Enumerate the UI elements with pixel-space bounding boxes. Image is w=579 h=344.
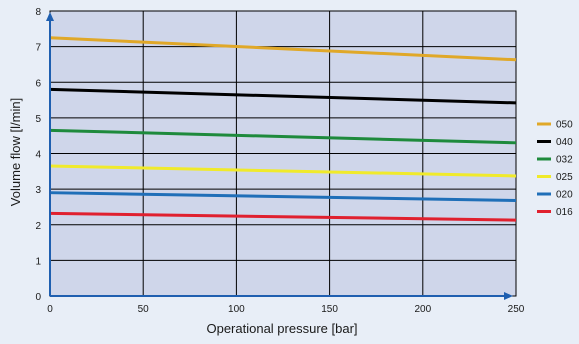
- legend-label-040: 040: [556, 137, 573, 148]
- series-line-020: [49, 191, 517, 203]
- x-tick-label: 0: [47, 304, 53, 315]
- x-axis-arrow: [504, 292, 513, 300]
- series-layer: [49, 36, 517, 222]
- series-line-025: [49, 164, 517, 178]
- x-tick-label: 150: [321, 304, 338, 315]
- y-axis-arrow: [46, 12, 54, 21]
- legend: 050 040 032 025 020 016: [537, 120, 573, 218]
- y-tick-label: 5: [35, 114, 41, 125]
- series-line-050: [49, 36, 517, 62]
- x-tick-label: 200: [414, 304, 431, 315]
- grid-lines: [50, 10, 517, 296]
- legend-label-032: 032: [556, 155, 573, 166]
- tick-labels: 0 50 100 150 200 250 0 1 2 3 4 5 6 7 8: [35, 7, 524, 315]
- x-tick-label: 50: [138, 304, 150, 315]
- series-line-032: [49, 128, 517, 145]
- y-tick-label: 1: [35, 256, 41, 267]
- y-tick-label: 7: [35, 43, 41, 54]
- legend-label-025: 025: [556, 172, 573, 183]
- legend-label-020: 020: [556, 190, 573, 201]
- y-tick-label: 0: [35, 292, 41, 303]
- x-tick-label: 100: [228, 304, 245, 315]
- axes: [46, 12, 513, 300]
- legend-label-050: 050: [556, 120, 573, 131]
- x-tick-label: 250: [508, 304, 525, 315]
- y-tick-label: 6: [35, 78, 41, 89]
- legend-label-016: 016: [556, 207, 573, 218]
- series-line-016: [49, 211, 517, 222]
- x-axis-title: Operational pressure [bar]: [206, 321, 357, 336]
- y-tick-label: 3: [35, 185, 41, 196]
- y-tick-label: 8: [35, 7, 41, 18]
- y-axis-title: Volume flow [l/min]: [8, 98, 23, 206]
- series-line-040: [49, 87, 517, 105]
- y-tick-label: 4: [35, 150, 41, 161]
- y-tick-label: 2: [35, 221, 41, 232]
